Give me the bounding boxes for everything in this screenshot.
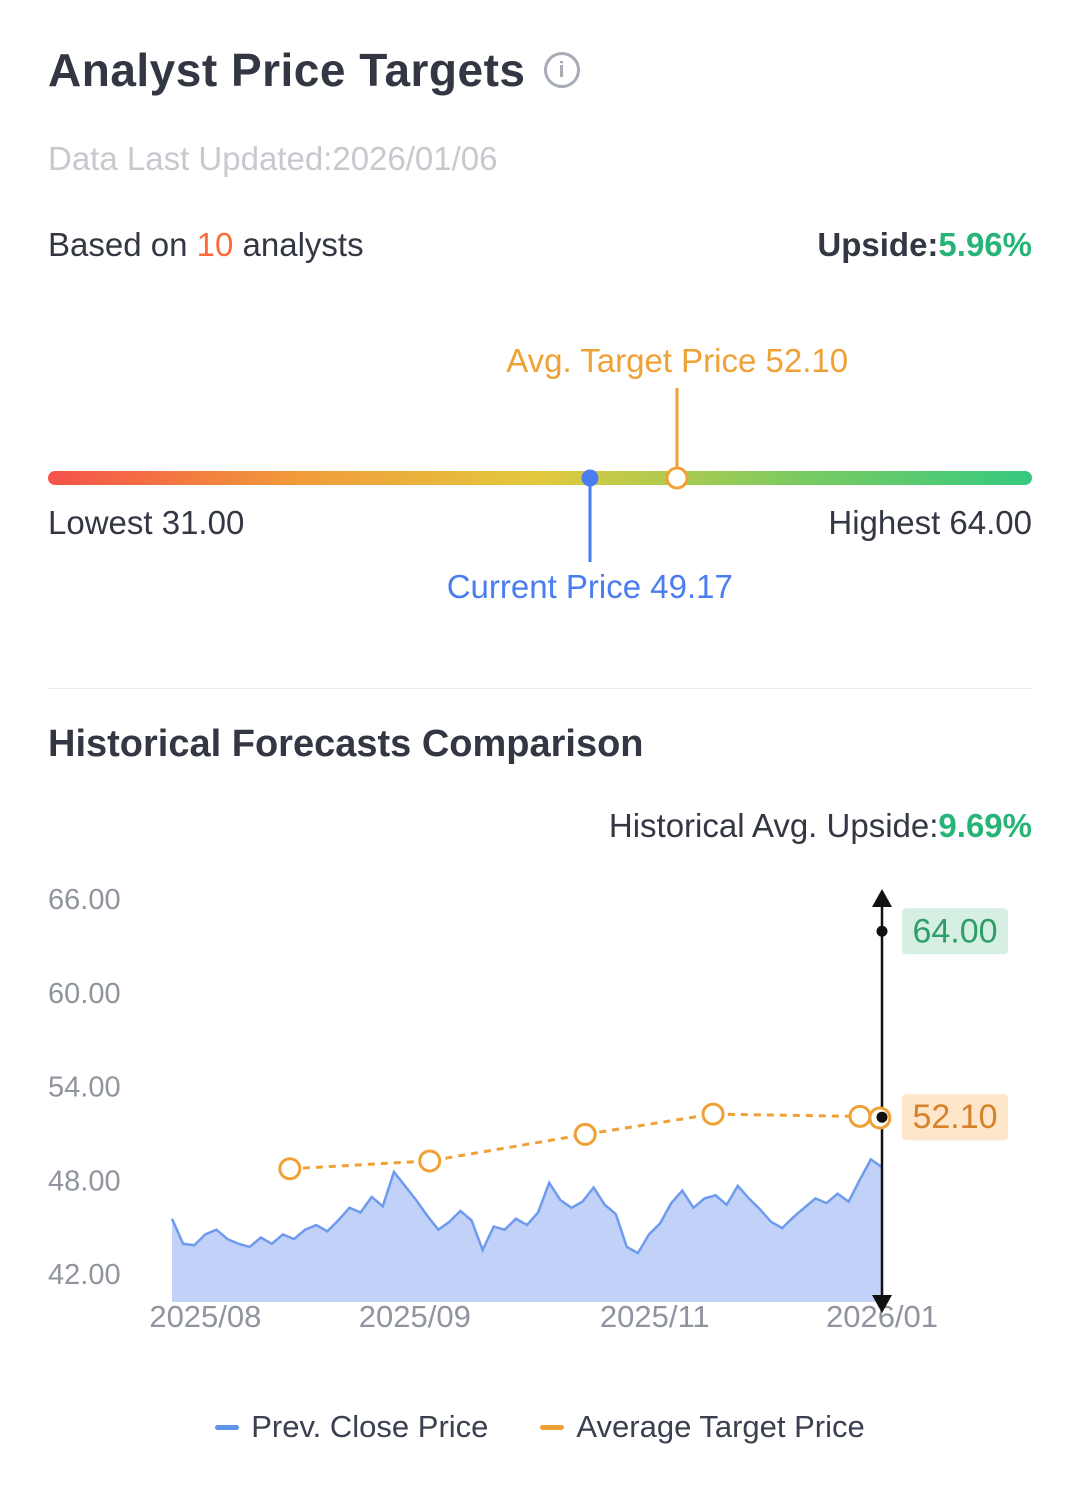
prev-close-line (170, 1157, 883, 1255)
last-updated-text: Data Last Updated:2026/01/06 (48, 140, 498, 177)
section-title: Historical Forecasts Comparison (48, 723, 644, 765)
current-price-label: Current Price 49.17 (446, 568, 733, 605)
based-on-text: Based on 10 analysts (48, 226, 364, 264)
price-range-bar (48, 471, 1032, 485)
chart-legend: Prev. Close Price Average Target Price (48, 1405, 1032, 1449)
upside-value: 5.96% (938, 226, 1032, 263)
section-divider (48, 688, 1032, 689)
avg-target-label: Avg. Target Price 52.10 (506, 342, 849, 379)
historical-upside-value: 9.69% (938, 807, 1032, 844)
price-chip-label: 64.00 (912, 912, 997, 950)
upside-text: Upside:5.96% (817, 226, 1032, 264)
range-marker-dot (876, 925, 888, 937)
meta-row: Based on 10 analysts Upside:5.96% (48, 224, 1032, 266)
historical-upside-label: Historical Avg. Upside: (608, 807, 939, 844)
historical-forecast-chart: 66.00 60.00 54.00 48.00 42.00 2025/08 2025/09 2… (48, 884, 1008, 1334)
avg-target-point[interactable] (278, 1157, 302, 1181)
prev-close-area (172, 1159, 882, 1302)
upside-label: Upside: (817, 226, 939, 263)
legend-dash-orange-icon (540, 1424, 565, 1430)
x-axis-label: 2025/08 (149, 1299, 261, 1334)
x-axis-label: 2025/09 (359, 1299, 471, 1334)
y-axis-label: 42.00 (48, 1259, 121, 1291)
avg-target-point[interactable] (418, 1149, 442, 1173)
price-chip-label: 52.10 (912, 1098, 997, 1136)
based-on-suffix: analysts (233, 226, 364, 263)
price-chip (902, 1094, 1008, 1141)
highest-label: Highest 64.00 (828, 504, 1032, 541)
current-price-marker[interactable] (581, 469, 599, 487)
y-axis-label: 60.00 (48, 978, 121, 1010)
legend-item-prev-close[interactable]: Prev. Close Price (215, 1409, 488, 1445)
range-marker-top-arrow-icon (872, 889, 892, 907)
analyst-price-targets-card: Analyst Price Targets i Data Last Update… (48, 40, 1032, 1449)
y-axis-label: 54.00 (48, 1072, 121, 1104)
historical-upside-text: Historical Avg. Upside:9.69% (48, 807, 1032, 849)
avg-target-point[interactable] (848, 1104, 872, 1128)
avg-target-point[interactable] (573, 1122, 597, 1146)
legend-label-prev-close: Prev. Close Price (251, 1409, 489, 1444)
avg-target-marker[interactable] (665, 466, 689, 490)
avg-target-tick (675, 388, 679, 478)
info-icon[interactable]: i (543, 52, 580, 88)
current-price-tick (588, 478, 592, 562)
avg-target-point[interactable] (701, 1102, 725, 1126)
price-chip (902, 908, 1008, 955)
y-axis-label: 66.00 (48, 884, 121, 916)
lowest-label: Lowest 31.00 (48, 504, 245, 541)
y-axis-label: 48.00 (48, 1165, 121, 1197)
x-axis-label: 2025/11 (600, 1299, 710, 1334)
legend-item-avg-target[interactable]: Average Target Price (540, 1409, 865, 1445)
page-title: Analyst Price Targets (48, 44, 526, 96)
based-on-prefix: Based on (48, 226, 197, 263)
legend-dash-blue-icon (215, 1424, 240, 1430)
range-marker-bottom-arrow-icon (872, 1295, 892, 1313)
card-header: Analyst Price Targets i (48, 40, 1032, 100)
price-target-range: Avg. Target Price 52.10 Lowest 31.00 Hig… (48, 296, 1032, 626)
analyst-count: 10 (196, 226, 234, 263)
range-marker-dot (876, 1111, 888, 1123)
legend-label-avg-target: Average Target Price (576, 1409, 865, 1444)
